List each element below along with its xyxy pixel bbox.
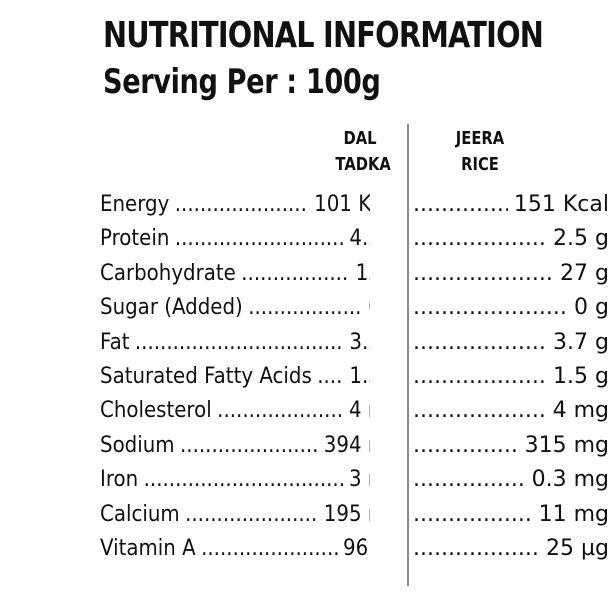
column-header-line: TADKA [335, 154, 391, 175]
column-divider [407, 124, 409, 586]
column-header-line: JEERA [455, 128, 505, 149]
jeera-rice-value: 0 g [574, 295, 609, 321]
nutrient-label: Iron [100, 467, 139, 493]
dal-tadka-cell: Cholesterol 4 mg [100, 394, 370, 428]
dal-tadka-cell: Saturated Fatty Acids 1.3 g [100, 360, 370, 394]
leader-dots [413, 291, 568, 325]
nutrient-label: Energy [100, 192, 170, 217]
nutrient-label: Calcium [100, 501, 180, 527]
dal-tadka-value: 0 g [368, 291, 370, 325]
dal-tadka-value: 4.5 g [349, 226, 370, 252]
nutrient-label: Saturated Fatty Acids [100, 364, 312, 389]
jeera-rice-cell: 1.5 g [413, 360, 609, 394]
jeera-rice-cell: 25 µg [413, 532, 609, 566]
jeera-rice-value: 1.5 g [553, 364, 609, 389]
leader-dots [413, 429, 519, 463]
leader-dots [413, 326, 547, 360]
leader-dots [413, 257, 554, 291]
dal-tadka-value: 3 mg [348, 467, 370, 493]
dal-tadka-cell: Sodium 394 mg [100, 429, 370, 463]
jeera-rice-cell: 315 mg [413, 429, 609, 463]
nutrient-label: Carbohydrate [100, 260, 236, 286]
jeera-rice-cell: 4 mg [413, 394, 609, 428]
jeera-rice-cell: 151 Kcal [413, 188, 609, 222]
nutrient-label: Fat [100, 329, 130, 355]
dal-tadka-value: 96 µg [343, 536, 370, 561]
column-header-dal-tadka: DAL TADKA [335, 126, 391, 178]
jeera-rice-value: 151 Kcal [513, 192, 609, 217]
dal-tadka-cell: Carbohydrate 13 g [100, 257, 370, 291]
leader-dots [185, 498, 318, 532]
jeera-rice-cell: 2.5 g [413, 222, 609, 256]
jeera-rice-cell: 0.3 mg [413, 463, 609, 497]
dal-tadka-cell: Vitamin A 96 µg [100, 532, 370, 566]
leader-dots [413, 360, 547, 394]
column-header-line: DAL [343, 128, 377, 149]
jeera-rice-value: 2.5 g [553, 226, 609, 252]
leader-dots [135, 326, 344, 360]
dal-tadka-cell: Sugar (Added) 0 g [100, 291, 370, 325]
leader-dots [144, 463, 344, 497]
jeera-rice-value: 0.3 mg [531, 467, 609, 493]
leader-dots [317, 360, 344, 394]
dal-tadka-value: 3.5 g [349, 329, 370, 355]
column-header-line: RICE [461, 154, 499, 175]
leader-dots [413, 532, 540, 566]
leader-dots [413, 463, 526, 497]
dal-tadka-value: 13 g [355, 260, 370, 286]
nutrient-label: Sugar (Added) [100, 295, 243, 321]
leader-dots [175, 222, 344, 256]
jeera-rice-cell: 0 g [413, 291, 609, 325]
jeera-rice-value: 3.7 g [553, 329, 609, 355]
jeera-rice-value: 25 µg [546, 536, 609, 561]
nutrition-title: NUTRITIONAL INFORMATION [103, 15, 544, 56]
dal-tadka-cell: Calcium 195 mg [100, 498, 370, 532]
leader-dots [201, 532, 338, 566]
dal-tadka-cell: Energy 101 Kcal [100, 188, 370, 222]
nutrient-label: Cholesterol [100, 398, 212, 424]
dal-tadka-value: 195 mg [323, 501, 370, 527]
leader-dots [413, 222, 547, 256]
jeera-rice-value: 11 mg [538, 501, 609, 527]
dal-tadka-cell: Fat 3.5 g [100, 326, 370, 360]
dal-tadka-value: 101 Kcal [314, 192, 370, 217]
dal-tadka-value: 394 mg [323, 432, 370, 458]
leader-dots [413, 394, 547, 428]
jeera-rice-cell: 3.7 g [413, 326, 609, 360]
jeera-rice-value: 4 mg [552, 398, 609, 424]
leader-dots [175, 188, 309, 222]
leader-dots [180, 429, 318, 463]
leader-dots [248, 291, 363, 325]
serving-size: Serving Per : 100g [103, 62, 381, 102]
leader-dots [413, 188, 508, 222]
dal-tadka-value: 4 mg [348, 398, 370, 424]
leader-dots [413, 498, 533, 532]
dal-tadka-cell: Iron 3 mg [100, 463, 370, 497]
jeera-rice-value: 27 g [560, 260, 609, 286]
nutrient-label: Sodium [100, 432, 175, 458]
jeera-rice-cell: 27 g [413, 257, 609, 291]
leader-dots [241, 257, 350, 291]
jeera-rice-value: 315 mg [524, 432, 609, 458]
nutrient-label: Protein [100, 226, 170, 252]
dal-tadka-value: 1.3 g [349, 364, 370, 389]
leader-dots [217, 394, 343, 428]
nutrient-label: Vitamin A [100, 536, 196, 561]
dal-tadka-cell: Protein 4.5 g [100, 222, 370, 256]
jeera-rice-cell: 11 mg [413, 498, 609, 532]
column-header-jeera-rice: JEERA RICE [455, 126, 504, 178]
